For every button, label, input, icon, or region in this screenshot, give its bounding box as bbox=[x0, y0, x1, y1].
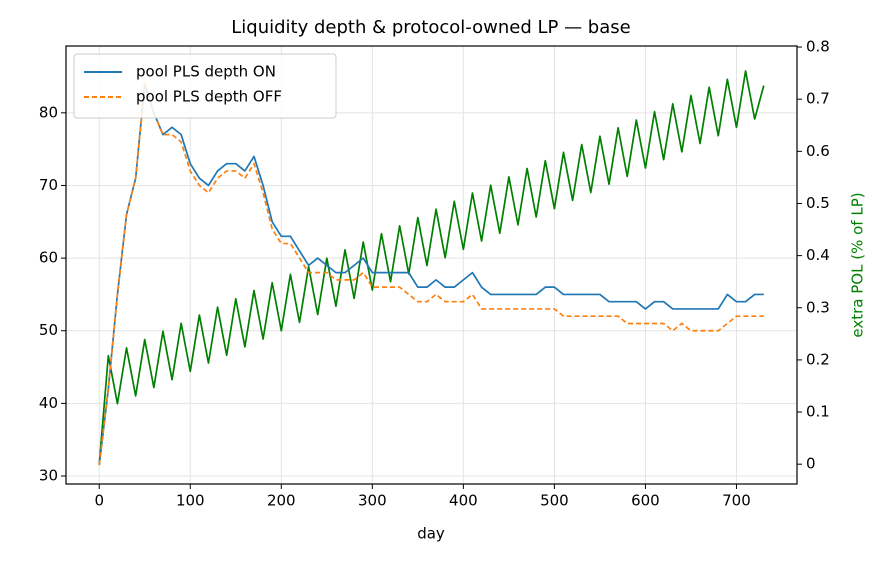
plot-frame bbox=[65, 45, 798, 485]
series-line bbox=[98, 82, 764, 466]
y2-tick-label: 0 bbox=[806, 455, 816, 473]
y2-tick-label: 0.1 bbox=[806, 403, 830, 421]
x-tick-label: 500 bbox=[540, 492, 569, 510]
y-tick-label: 80 bbox=[39, 103, 58, 121]
x-tick-label: 0 bbox=[94, 492, 104, 510]
chart-title: Liquidity depth & protocol-owned LP — ba… bbox=[231, 17, 630, 38]
y2-tick-label: 0.2 bbox=[806, 350, 830, 368]
y2-tick-label: 0.3 bbox=[806, 298, 830, 316]
x-tick-label: 600 bbox=[631, 492, 660, 510]
x-tick-label: 700 bbox=[722, 492, 751, 510]
y-tick-label: 30 bbox=[39, 467, 58, 485]
x-axis-label: day bbox=[417, 525, 445, 543]
y2-tick-label: 0.5 bbox=[806, 194, 830, 212]
y2-tick-label: 0.8 bbox=[806, 38, 830, 56]
x-tick-label: 100 bbox=[176, 492, 205, 510]
y2-tick-label: 0.4 bbox=[806, 246, 830, 264]
y-tick-label: 70 bbox=[39, 176, 58, 194]
x-tick-label: 400 bbox=[449, 492, 478, 510]
series-line bbox=[98, 70, 765, 465]
y-tick-label: 50 bbox=[39, 321, 58, 339]
y2-tick-label: 0.6 bbox=[806, 142, 830, 160]
y-tick-label: 40 bbox=[39, 394, 58, 412]
x-tick-label: 200 bbox=[267, 492, 296, 510]
y-tick-label: 60 bbox=[39, 249, 58, 267]
legend-label: pool PLS depth OFF bbox=[136, 88, 282, 106]
x-tick-label: 300 bbox=[358, 492, 387, 510]
series-line bbox=[98, 82, 764, 466]
y2-tick-label: 0.7 bbox=[806, 90, 830, 108]
y2-axis-label: extra POL (% of LP) bbox=[849, 192, 867, 337]
legend-label: pool PLS depth ON bbox=[136, 63, 276, 81]
legend-box bbox=[73, 53, 337, 119]
